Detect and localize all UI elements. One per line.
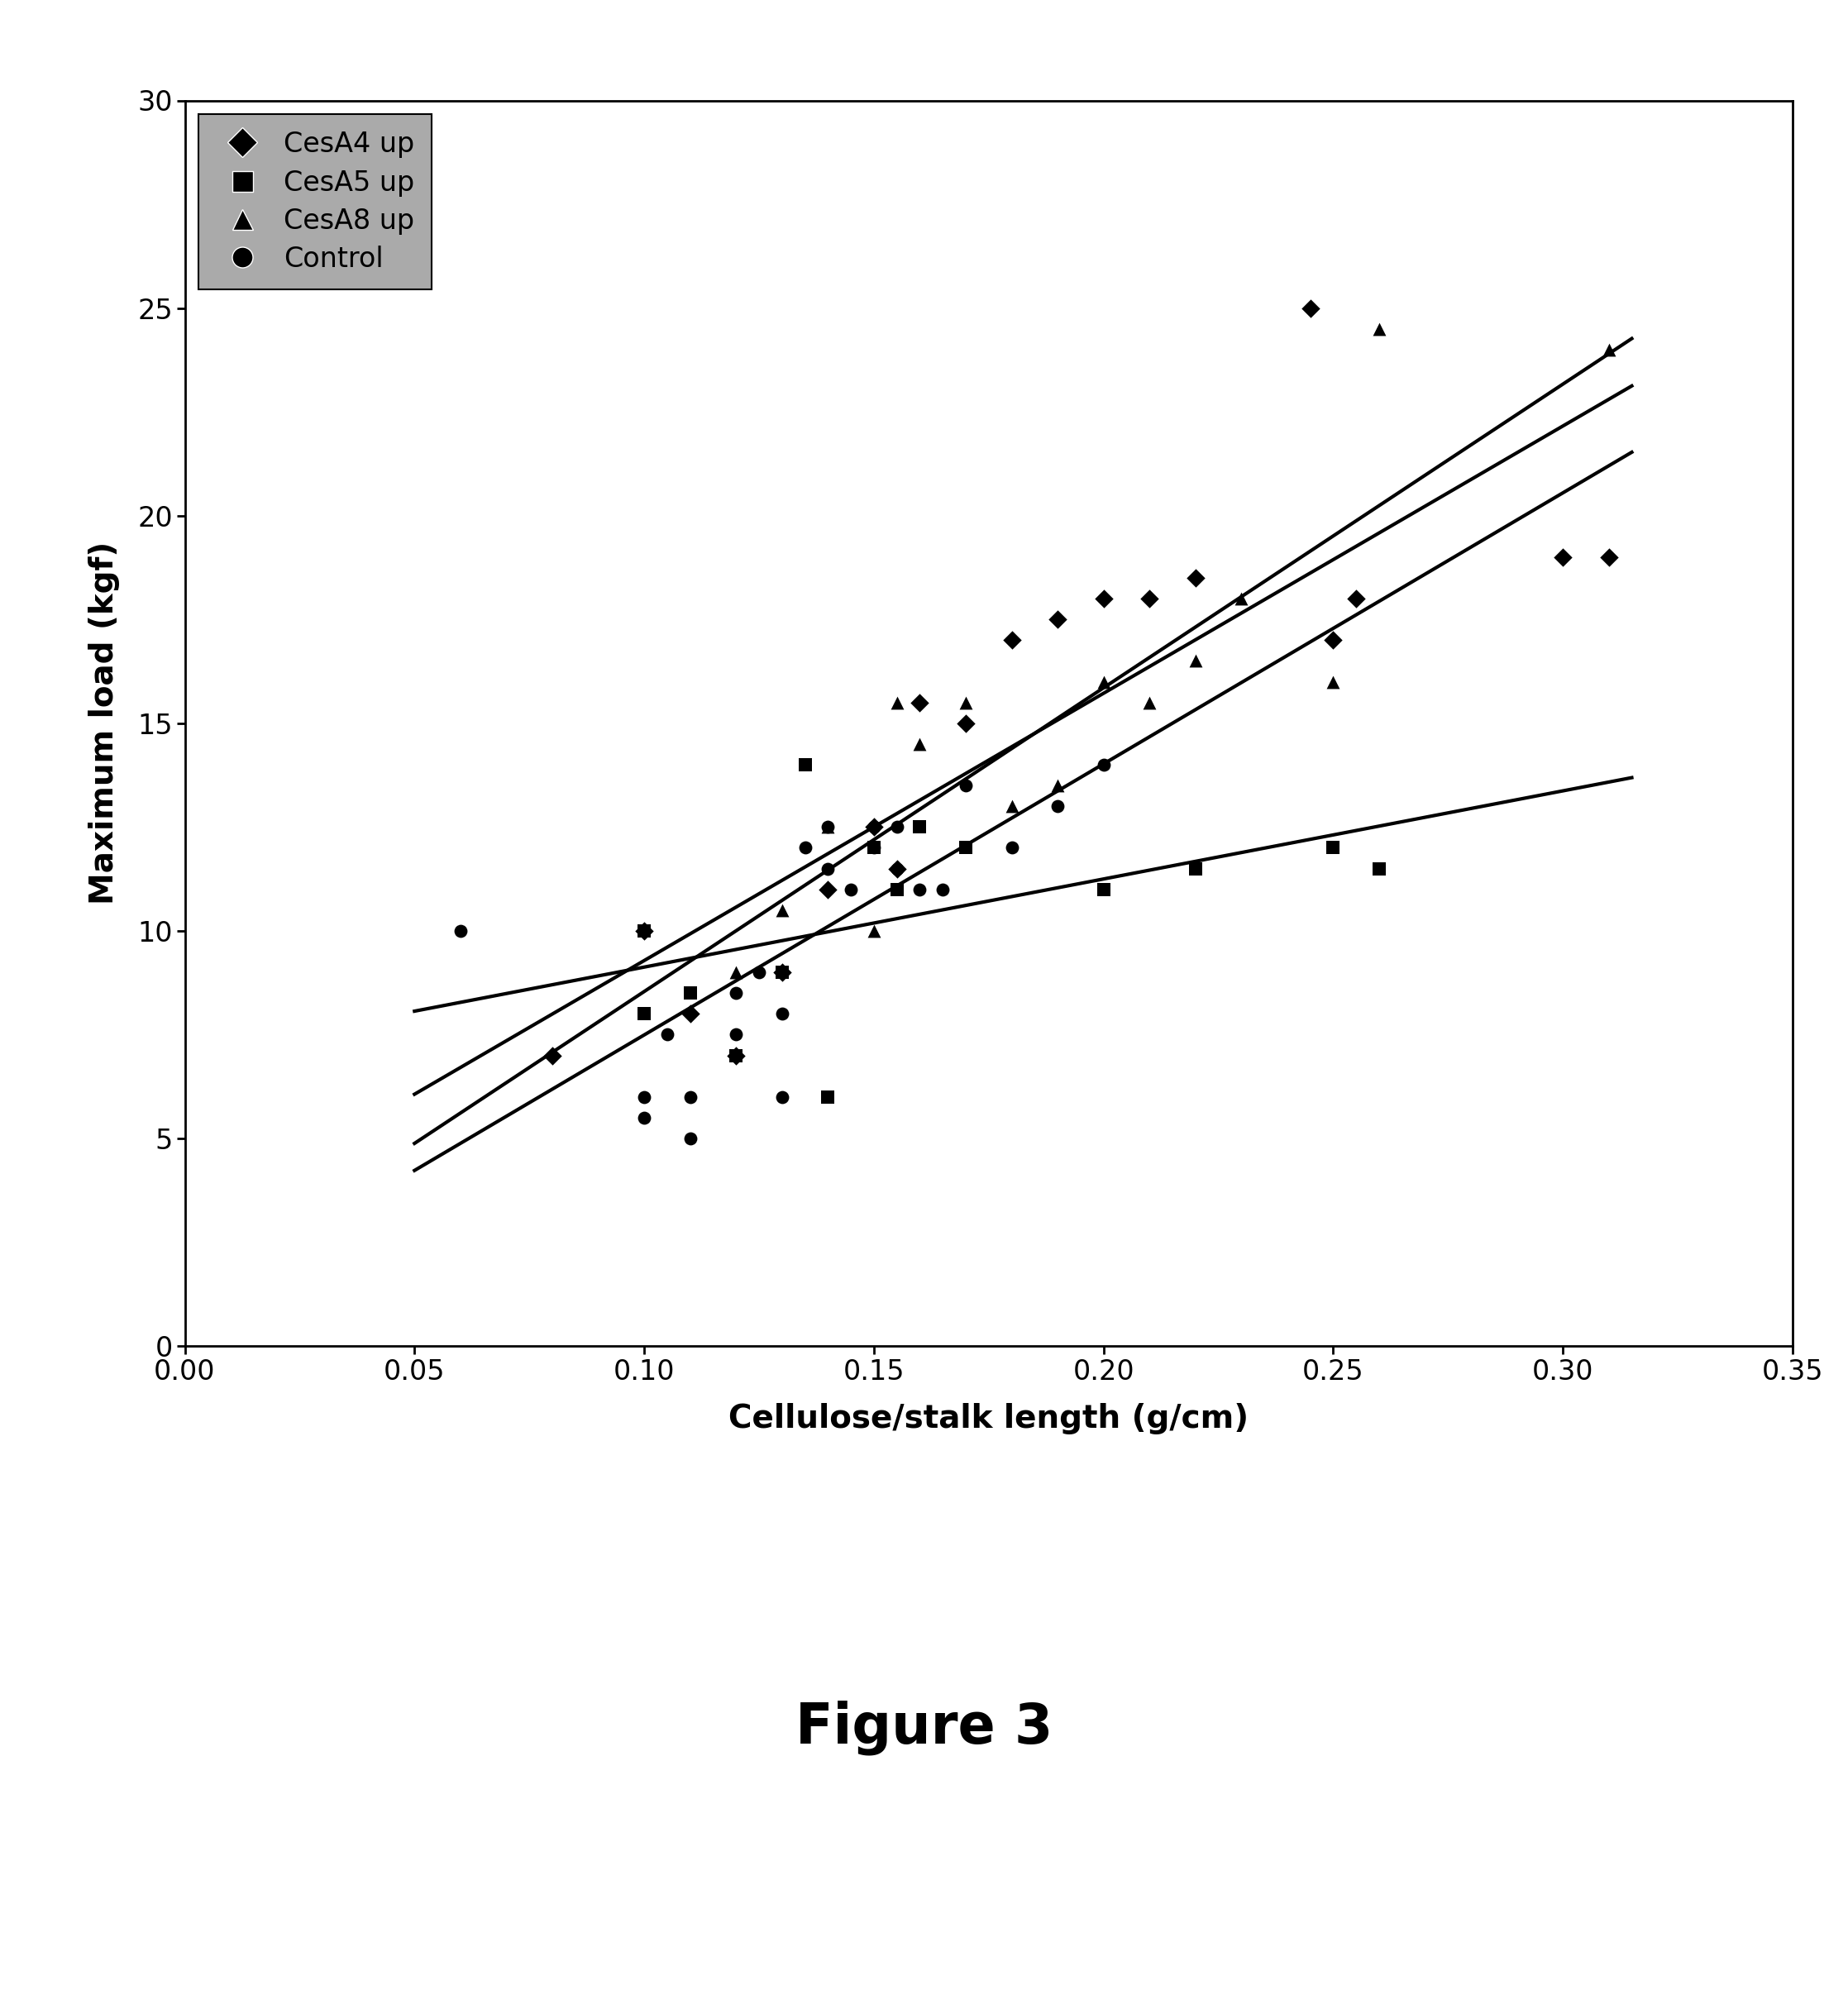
Point: [813, 874, 843, 906]
Point: [952, 687, 981, 719]
Point: [1295, 291, 1325, 323]
Point: [835, 874, 865, 906]
Point: [881, 852, 911, 884]
Legend: CesA4 up, CesA5 up, CesA8 up, Control: CesA4 up, CesA5 up, CesA8 up, Control: [198, 115, 431, 289]
Point: [1342, 583, 1371, 615]
Point: [445, 914, 475, 946]
Point: [1227, 583, 1257, 615]
Point: [745, 956, 774, 988]
Point: [630, 1101, 660, 1133]
Point: [1318, 665, 1347, 697]
Point: [881, 852, 911, 884]
Point: [996, 790, 1026, 822]
Point: [859, 832, 889, 864]
Y-axis label: Maximum load (kgf): Maximum load (kgf): [89, 542, 120, 904]
Point: [767, 956, 796, 988]
Point: [1364, 852, 1393, 884]
Point: [721, 1039, 750, 1071]
Point: [630, 914, 660, 946]
Point: [630, 1081, 660, 1113]
Point: [1595, 333, 1624, 366]
Point: [721, 956, 750, 988]
Point: [675, 1123, 704, 1155]
Point: [1595, 540, 1624, 573]
Point: [859, 812, 889, 844]
Point: [952, 832, 981, 864]
Point: [630, 998, 660, 1031]
Point: [859, 812, 889, 844]
Point: [538, 1039, 567, 1071]
Point: [1364, 313, 1393, 346]
Point: [928, 874, 957, 906]
Point: [1181, 563, 1210, 595]
Point: [1042, 790, 1072, 822]
Point: [1042, 603, 1072, 635]
Point: [813, 812, 843, 844]
Point: [1088, 665, 1118, 697]
Point: [767, 956, 796, 988]
Point: [906, 812, 935, 844]
Point: [675, 998, 704, 1031]
Point: [881, 687, 911, 719]
Point: [906, 874, 935, 906]
Point: [881, 874, 911, 906]
Point: [675, 976, 704, 1009]
Point: [1181, 852, 1210, 884]
Point: [1088, 749, 1118, 782]
Point: [791, 832, 821, 864]
Point: [767, 998, 796, 1031]
Point: [996, 625, 1026, 657]
Point: [906, 727, 935, 759]
Point: [1088, 874, 1118, 906]
Point: [1042, 769, 1072, 802]
Point: [813, 852, 843, 884]
Text: Figure 3: Figure 3: [795, 1700, 1053, 1756]
Point: [767, 894, 796, 926]
Point: [675, 1081, 704, 1113]
Point: [1318, 832, 1347, 864]
Point: [859, 832, 889, 864]
X-axis label: Cellulose/stalk length (g/cm): Cellulose/stalk length (g/cm): [728, 1402, 1249, 1434]
Point: [813, 1081, 843, 1113]
Point: [996, 832, 1026, 864]
Point: [1549, 540, 1578, 573]
Point: [1088, 583, 1118, 615]
Point: [952, 707, 981, 739]
Point: [952, 769, 981, 802]
Point: [1135, 687, 1164, 719]
Point: [1181, 645, 1210, 677]
Point: [630, 914, 660, 946]
Point: [721, 976, 750, 1009]
Point: [1318, 625, 1347, 657]
Point: [859, 914, 889, 946]
Point: [1135, 583, 1164, 615]
Point: [881, 812, 911, 844]
Point: [652, 1019, 682, 1051]
Point: [906, 687, 935, 719]
Point: [721, 1019, 750, 1051]
Point: [721, 1039, 750, 1071]
Point: [791, 749, 821, 782]
Point: [767, 1081, 796, 1113]
Point: [813, 812, 843, 844]
